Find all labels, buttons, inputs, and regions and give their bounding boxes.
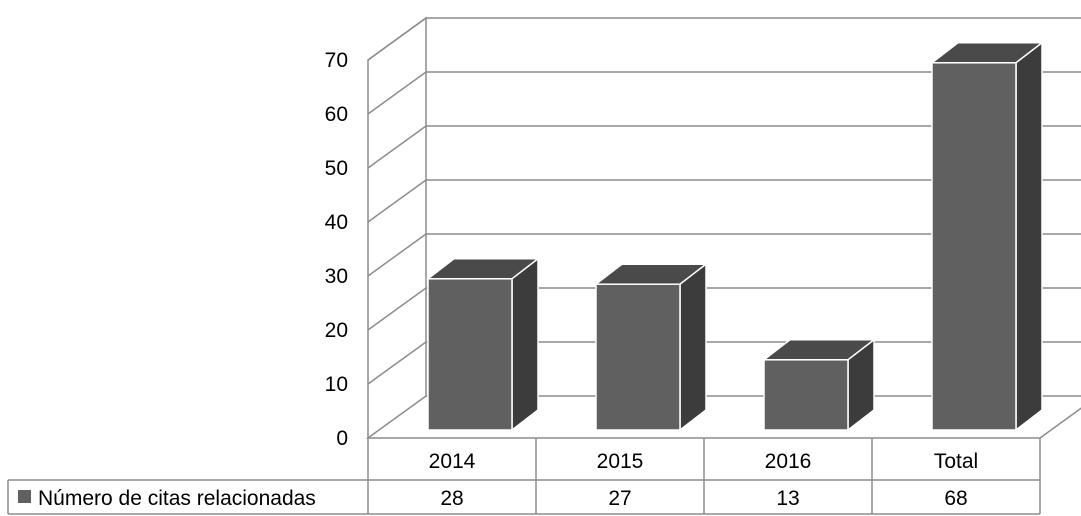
bars <box>425 41 1045 432</box>
y-tick-label: 60 <box>325 103 348 126</box>
side-wall <box>367 16 427 438</box>
x-tick-label: 2016 <box>765 450 812 473</box>
y-tick-label: 20 <box>325 319 348 342</box>
bar-Total <box>929 41 1045 432</box>
bar-side-face <box>679 262 707 432</box>
data-label: 27 <box>608 487 631 510</box>
legend-series-name: Número de citas relacionadas <box>38 487 316 510</box>
bar-side-face <box>511 257 539 432</box>
y-tick-label: 70 <box>325 49 348 72</box>
x-tick-label: 2014 <box>429 450 476 473</box>
bar-2015 <box>593 262 709 432</box>
data-label: 13 <box>776 487 799 510</box>
bar-front-face <box>763 359 849 431</box>
data-label: 68 <box>944 487 967 510</box>
y-axis-ticks: 0 10 20 30 40 50 60 70 <box>325 49 348 450</box>
y-tick-label: 40 <box>325 211 348 234</box>
data-label: 28 <box>440 487 463 510</box>
y-tick-label: 50 <box>325 157 348 180</box>
bar-front-face <box>595 283 681 431</box>
floor <box>365 395 1081 439</box>
x-tick-label: Total <box>934 450 978 473</box>
bar-front-face <box>427 278 513 431</box>
bar-front-face <box>931 62 1017 431</box>
gridline <box>367 125 1081 169</box>
data-table: 2014 28 2015 27 2016 13 Total 68 Número de citas… <box>7 438 1041 515</box>
gridline <box>367 287 1081 331</box>
x-tick-label: 2015 <box>597 450 644 473</box>
gridline <box>367 71 1081 115</box>
legend-swatch <box>18 490 31 503</box>
gridline <box>367 17 1081 61</box>
bar-side-face <box>1015 41 1043 432</box>
y-tick-label: 30 <box>325 265 348 288</box>
gridline <box>367 233 1081 277</box>
y-tick-label: 0 <box>336 427 348 450</box>
y-tick-label: 10 <box>325 373 348 396</box>
bar-2014 <box>425 257 541 432</box>
bar-2016 <box>761 338 877 432</box>
gridline <box>367 179 1081 223</box>
